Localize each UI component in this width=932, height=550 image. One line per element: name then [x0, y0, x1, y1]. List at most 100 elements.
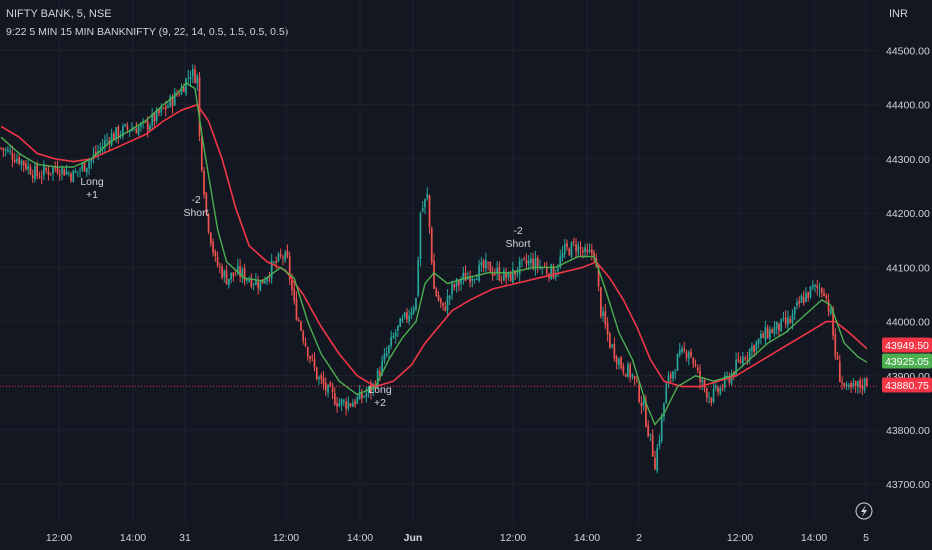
candle-body	[723, 375, 726, 388]
candle-body	[433, 260, 435, 289]
candle-body	[489, 262, 492, 274]
candle-body	[760, 333, 762, 339]
candle-body	[545, 268, 548, 273]
candle-body	[18, 156, 21, 164]
candle-body	[579, 246, 582, 249]
candle-body	[180, 87, 183, 95]
candle-body	[757, 338, 760, 344]
candle-body	[850, 383, 852, 388]
candle-body	[79, 169, 81, 171]
price-tag-label: 43949.50	[885, 340, 929, 352]
candle-body	[336, 403, 338, 407]
candle-body	[633, 375, 636, 380]
candle-body	[417, 259, 420, 297]
candle-body	[674, 372, 677, 374]
candle-body	[58, 174, 61, 176]
candle-body	[699, 370, 701, 382]
candle-body	[444, 306, 447, 311]
candle-body	[340, 399, 343, 405]
candle-body	[721, 388, 724, 389]
candle-body	[550, 264, 553, 279]
candle-body	[796, 302, 798, 306]
candle-body	[751, 346, 753, 352]
candle-body	[38, 177, 41, 179]
candle-body	[710, 397, 713, 403]
candle-body	[557, 268, 559, 272]
candle-body	[435, 288, 438, 296]
candle-body	[309, 356, 311, 359]
candle-body	[660, 415, 663, 441]
price-tag	[882, 377, 932, 393]
candle-body	[403, 312, 406, 318]
candle-body	[399, 318, 402, 328]
signal-annotation-label: +1	[86, 189, 98, 201]
candle-body	[327, 384, 329, 393]
price-axis[interactable]: 44500.00 44400.00 44300.00 44200.00 44100.00…	[886, 46, 930, 492]
price-tag	[882, 337, 932, 353]
candle-body	[318, 376, 320, 379]
candle-body	[642, 400, 645, 406]
candle-body	[651, 435, 654, 457]
candle-body	[365, 392, 368, 397]
candle-body	[85, 167, 88, 173]
candle-body	[293, 288, 296, 301]
candle-body	[345, 401, 347, 409]
time-tick-label: 12:00	[500, 532, 526, 544]
candle-body	[730, 373, 733, 384]
price-tick-label: 44200.00	[886, 208, 930, 220]
candle-body	[83, 162, 86, 172]
candle-body	[847, 385, 850, 387]
candle-body	[49, 173, 52, 174]
candle-body	[753, 345, 756, 353]
candle-body	[793, 307, 796, 315]
candle-body	[703, 380, 706, 388]
candle-body	[342, 400, 345, 402]
candle-body	[762, 333, 765, 338]
candle-body	[507, 272, 510, 278]
candle-body	[584, 247, 586, 252]
candle-body	[158, 108, 160, 114]
candle-body	[791, 314, 794, 323]
candle-body	[297, 320, 300, 321]
candle-body	[491, 272, 494, 276]
candle-body	[428, 195, 431, 228]
candle-body	[620, 357, 622, 368]
candle-body	[861, 385, 864, 390]
time-tick-label: 14:00	[801, 532, 827, 544]
candle-body	[563, 244, 566, 254]
candle-body	[67, 172, 70, 174]
signal-annotation-label: Long	[368, 384, 392, 396]
time-tick-label: 14:00	[574, 532, 600, 544]
time-axis[interactable]: 12:00 14:00 31 12:00 14:00 Jun 12:00 14:00 2 12:0…	[46, 532, 869, 544]
fast-moving-average-line	[0, 82, 868, 426]
candle-body	[694, 364, 697, 366]
candle-body	[25, 163, 27, 169]
candle-body	[577, 245, 580, 254]
candle-body	[162, 107, 165, 109]
candle-body	[320, 375, 323, 380]
candle-body	[570, 242, 573, 257]
candle-body	[313, 359, 316, 368]
candle-body	[460, 280, 462, 284]
candle-body	[534, 257, 537, 270]
candle-body	[279, 254, 282, 257]
candle-body	[814, 284, 816, 287]
candle-body	[401, 318, 404, 321]
candle-body	[615, 357, 618, 364]
candle-body	[690, 351, 692, 357]
candle-body	[437, 295, 440, 301]
candle-body	[742, 356, 744, 365]
candle-body	[559, 256, 562, 268]
time-tick-label: 14:00	[120, 532, 146, 544]
candle-body	[764, 327, 767, 340]
time-tick-label: 31	[179, 532, 191, 544]
candle-body	[536, 257, 539, 267]
candle-body	[627, 364, 629, 377]
candle-body	[390, 336, 393, 346]
time-tick-label: Jun	[404, 532, 423, 544]
candle-body	[167, 105, 169, 108]
lightning-icon[interactable]	[855, 502, 873, 520]
candle-body	[16, 158, 18, 162]
candle-body	[421, 208, 424, 212]
